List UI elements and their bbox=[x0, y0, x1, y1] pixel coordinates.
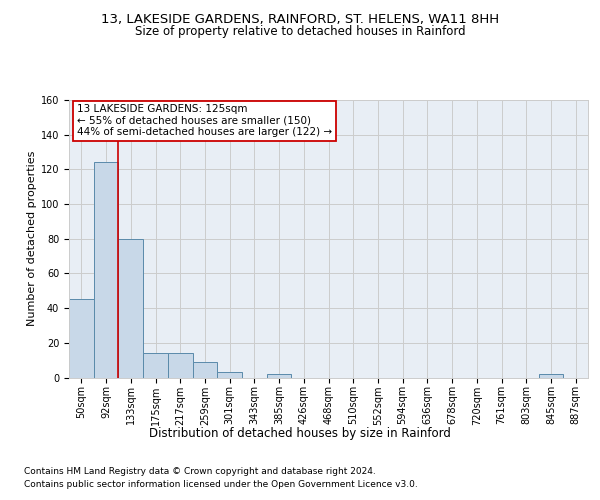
Bar bbox=[94, 162, 118, 378]
Bar bbox=[143, 353, 168, 378]
Bar bbox=[217, 372, 242, 378]
Bar bbox=[539, 374, 563, 378]
Bar bbox=[193, 362, 217, 378]
Bar bbox=[267, 374, 292, 378]
Text: Size of property relative to detached houses in Rainford: Size of property relative to detached ho… bbox=[134, 25, 466, 38]
Y-axis label: Number of detached properties: Number of detached properties bbox=[26, 151, 37, 326]
Bar bbox=[118, 239, 143, 378]
Text: 13, LAKESIDE GARDENS, RAINFORD, ST. HELENS, WA11 8HH: 13, LAKESIDE GARDENS, RAINFORD, ST. HELE… bbox=[101, 12, 499, 26]
Bar bbox=[69, 300, 94, 378]
Text: Distribution of detached houses by size in Rainford: Distribution of detached houses by size … bbox=[149, 428, 451, 440]
Bar bbox=[168, 353, 193, 378]
Text: Contains public sector information licensed under the Open Government Licence v3: Contains public sector information licen… bbox=[24, 480, 418, 489]
Text: Contains HM Land Registry data © Crown copyright and database right 2024.: Contains HM Land Registry data © Crown c… bbox=[24, 468, 376, 476]
Text: 13 LAKESIDE GARDENS: 125sqm
← 55% of detached houses are smaller (150)
44% of se: 13 LAKESIDE GARDENS: 125sqm ← 55% of det… bbox=[77, 104, 332, 138]
